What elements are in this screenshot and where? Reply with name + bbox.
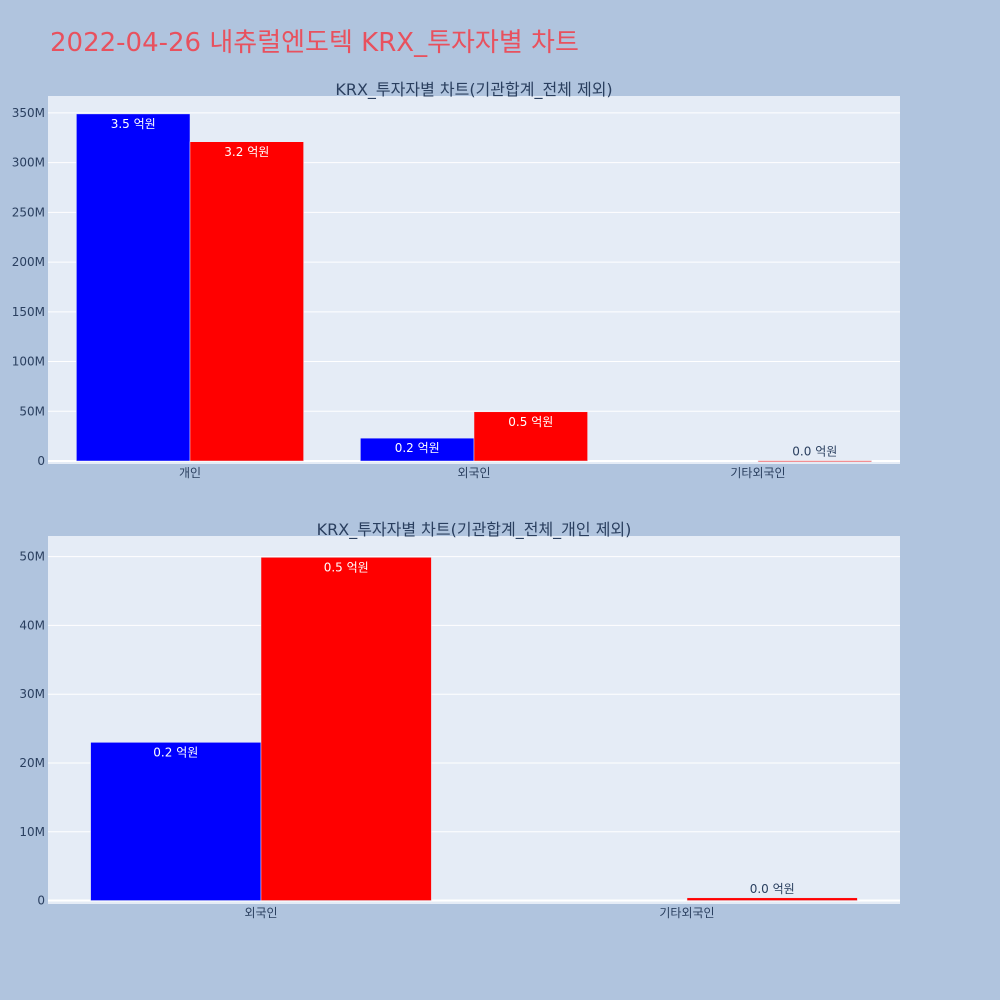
bar (686, 897, 858, 901)
chart-2-bars (90, 557, 858, 901)
x-tick-label: 외국인 (244, 906, 277, 920)
bar-data-label: 0.0 억원 (792, 445, 837, 459)
y-tick-label: 250M (12, 205, 45, 219)
y-tick-label: 10M (19, 825, 45, 839)
y-tick-label: 50M (19, 404, 45, 418)
bar (757, 460, 872, 462)
y-tick-label: 0 (37, 894, 45, 908)
y-tick-label: 100M (12, 355, 45, 369)
chart-1-title: KRX_투자자별 차트(기관합계_전체 제외) (335, 80, 612, 100)
y-tick-label: 30M (19, 687, 45, 701)
y-tick-label: 200M (12, 255, 45, 269)
bar-data-label: 3.2 억원 (224, 145, 269, 159)
chart-1-y-ticks: 0 50M 100M 150M 200M 250M 300M 350M (12, 106, 45, 468)
x-tick-label: 기타외국인 (730, 466, 785, 480)
chart-2-y-ticks: 0 10M 20M 30M 40M 50M (19, 550, 45, 908)
chart-2: 0.2 억원 0.5 억원 0.0 억원 0 10M 20M 30M 40M 50M 외국인 기… (19, 520, 900, 920)
y-tick-label: 40M (19, 618, 45, 632)
y-tick-label: 20M (19, 756, 45, 770)
y-tick-label: 0 (37, 454, 45, 468)
y-tick-label: 50M (19, 550, 45, 564)
chart-1-data-labels: 3.5 억원 3.2 억원 0.2 억원 0.5 억원 0.0 억원 (111, 117, 838, 459)
bar-data-label: 0.5 억원 (324, 560, 369, 574)
bar (260, 557, 432, 901)
chart-2-data-labels: 0.2 억원 0.5 억원 0.0 억원 (153, 560, 794, 895)
bar (473, 411, 588, 462)
x-tick-label: 외국인 (457, 466, 490, 480)
chart-1: 3.5 억원 3.2 억원 0.2 억원 0.5 억원 0.0 억원 0 50M 100M 1… (12, 80, 900, 480)
y-tick-label: 150M (12, 305, 45, 319)
chart-1-bars (76, 113, 872, 462)
bar-data-label: 0.0 억원 (750, 882, 795, 896)
bar (76, 113, 191, 462)
bar-data-label: 0.2 억원 (153, 745, 198, 759)
bar (90, 742, 262, 901)
chart-1-x-ticks: 개인 외국인 기타외국인 (179, 466, 786, 480)
page-title: 2022-04-26 내츄럴엔도텍 KRX_투자자별 차트 (50, 28, 579, 58)
bar-data-label: 3.5 억원 (111, 117, 156, 131)
chart-2-title: KRX_투자자별 차트(기관합계_전체_개인 제외) (317, 520, 632, 540)
bar-data-label: 0.2 억원 (395, 441, 440, 455)
chart-2-x-ticks: 외국인 기타외국인 (244, 906, 714, 920)
y-tick-label: 300M (12, 156, 45, 170)
bar-data-label: 0.5 억원 (508, 415, 553, 429)
y-tick-label: 350M (12, 106, 45, 120)
bar (189, 141, 304, 462)
x-tick-label: 개인 (179, 466, 201, 480)
x-tick-label: 기타외국인 (659, 906, 714, 920)
